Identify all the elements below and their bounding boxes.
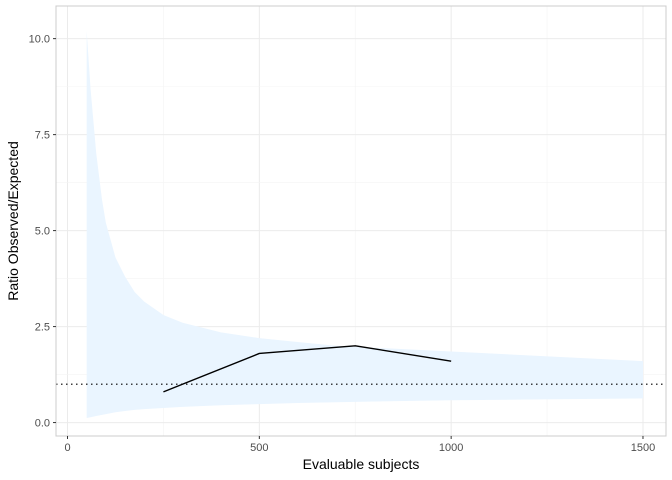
x-tick-label: 0: [64, 442, 70, 454]
y-tick-label: 10.0: [29, 34, 50, 46]
y-tick-label: 2.5: [35, 322, 50, 334]
series-group: [163, 345, 452, 393]
x-axis-title: Evaluable subjects: [303, 456, 420, 472]
y-axis-ticks: 0.0 2.5 5.0 7.5 10.0: [29, 34, 56, 430]
x-tick-label: 1500: [631, 442, 655, 454]
x-tick-label: 1000: [439, 442, 463, 454]
x-axis-ticks: 0 500 1000 1500: [64, 436, 655, 454]
confidence-band-area: [86, 30, 643, 418]
y-tick-label: 5.0: [35, 226, 50, 238]
y-tick-label: 0.0: [35, 418, 50, 430]
x-tick-label: 500: [250, 442, 268, 454]
y-axis-title: Ratio Observed/Expected: [5, 141, 21, 301]
plot-border: [55, 5, 667, 437]
confidence-band: [86, 30, 643, 418]
y-tick-label: 7.5: [35, 130, 50, 142]
series-line: [163, 345, 452, 393]
